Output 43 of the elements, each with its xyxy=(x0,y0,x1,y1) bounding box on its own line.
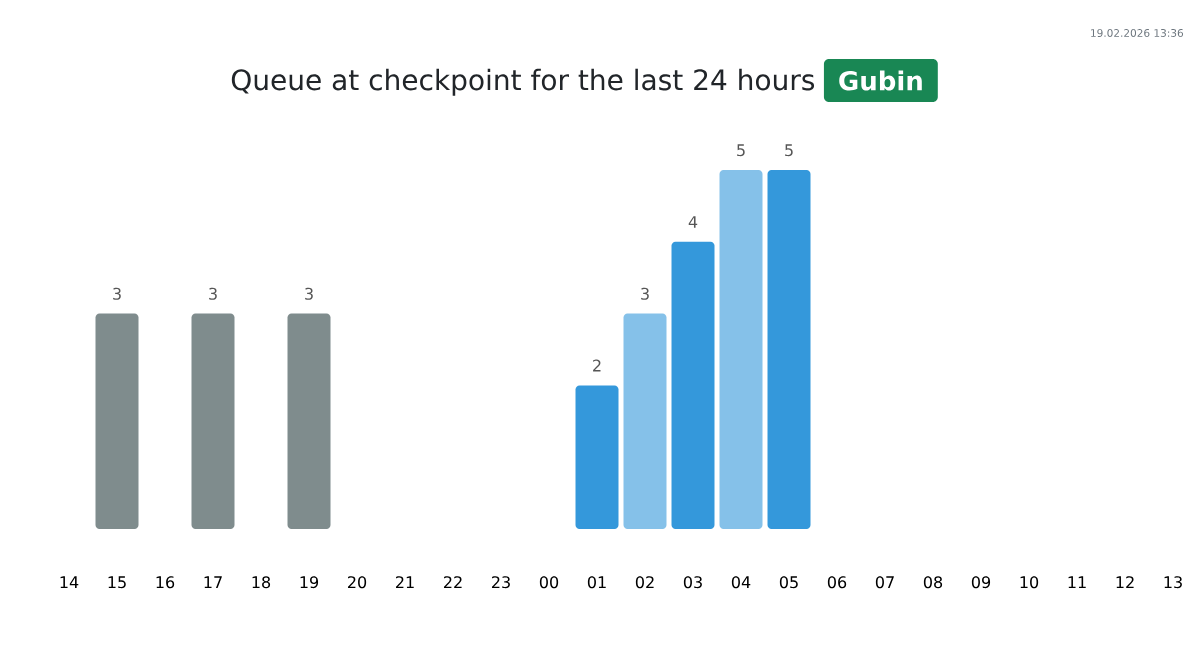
x-tick-label: 17 xyxy=(204,576,222,588)
x-tick-label: 13 xyxy=(1164,576,1182,589)
x-tick-label: 22 xyxy=(443,576,462,588)
x-tick-label: 18 xyxy=(252,576,271,589)
bar xyxy=(287,313,331,529)
bar xyxy=(95,313,139,529)
x-tick-label: 21 xyxy=(395,576,414,588)
data-label: 2 xyxy=(593,359,601,372)
x-tick-label: 14 xyxy=(60,576,79,588)
x-tick-label: 06 xyxy=(827,576,847,589)
x-tick-label: 16 xyxy=(156,576,175,589)
x-tick-label: 10 xyxy=(1020,576,1039,589)
x-tick-label: 07 xyxy=(875,576,894,589)
data-label: 5 xyxy=(737,144,745,157)
chart-subtitle: Gubin xyxy=(839,70,922,91)
x-tick-label: 23 xyxy=(491,576,510,589)
x-tick-label: 11 xyxy=(1068,576,1086,588)
text: 19.02.2026 13:36 xyxy=(1091,29,1184,37)
x-tick-label: 08 xyxy=(923,576,943,589)
chart-title: Queue at checkpoint for the last 24 hours xyxy=(231,68,815,96)
data-label: 3 xyxy=(113,287,121,300)
data-label: 5 xyxy=(785,144,793,157)
x-tick-label: 02 xyxy=(635,576,654,589)
bar xyxy=(671,241,715,529)
x-tick-label: 04 xyxy=(731,576,751,589)
x-tick-label: 19 xyxy=(300,576,319,589)
x-tick-label: 01 xyxy=(587,576,606,589)
x-tick-label: 03 xyxy=(683,576,702,589)
x-tick-label: 12 xyxy=(1116,576,1134,588)
data-label: 4 xyxy=(688,216,698,228)
x-tick-label: 09 xyxy=(971,576,991,589)
x-tick-label: 05 xyxy=(779,576,798,589)
bar xyxy=(191,313,235,529)
data-label: 3 xyxy=(305,287,313,300)
bar xyxy=(623,313,667,529)
bar xyxy=(719,170,763,529)
bar xyxy=(767,170,811,529)
x-tick-label: 00 xyxy=(539,576,559,589)
data-label: 3 xyxy=(641,287,649,300)
x-tick-label: 20 xyxy=(347,576,367,589)
x-tick-label: 15 xyxy=(108,576,126,589)
data-label: 3 xyxy=(209,287,217,300)
bar xyxy=(575,385,619,529)
